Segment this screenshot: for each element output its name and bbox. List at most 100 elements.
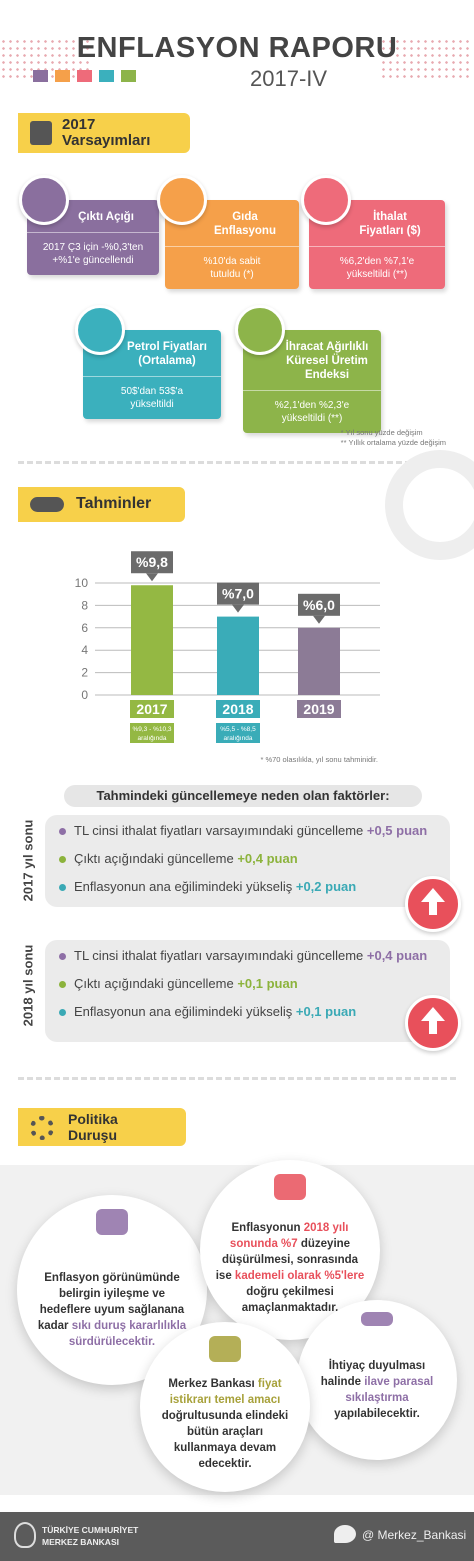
factor-item: Çıktı açığındaki güncelleme +0,1 puan (59, 976, 298, 991)
twitter-icon (334, 1525, 356, 1543)
section-banner: Tahminler (18, 487, 185, 522)
notes: * Yıl sonu yüzde değişim ** Yıllık ortal… (341, 428, 446, 448)
bubble-segment: Merkez Bankası (168, 1378, 258, 1390)
value-label: %9,8 (136, 554, 168, 570)
bar (217, 616, 259, 695)
factor-amount: +0,1 puan (295, 1004, 357, 1019)
card-icon (19, 175, 69, 225)
bubble-icon (209, 1336, 241, 1362)
card-icon (235, 305, 285, 355)
card-icon (157, 175, 207, 225)
value-callout (131, 551, 173, 574)
bubble-segment: Enflasyonun (231, 1222, 304, 1234)
bubble-segment: doğru çekilmesi amaçlanmaktadır. (241, 1286, 339, 1314)
bubble-text: İhtiyaç duyulması halinde ilave parasal … (312, 1338, 442, 1422)
factor-group: TL cinsi ithalat fiyatları varsayımındak… (45, 815, 450, 907)
card-icon (75, 305, 125, 355)
y-tick-label: 6 (81, 621, 88, 635)
bubble-segment: fiyat istikrarı temel amacı (169, 1378, 282, 1406)
card-title-line: Küresel Üretim Endeksi (286, 355, 368, 381)
policy-bubble: İhtiyaç duyulması halinde ilave parasal … (297, 1300, 457, 1460)
range-label: aralığında (138, 735, 167, 742)
arrow-stem (429, 1020, 437, 1034)
card-title-line: (Ortalama) (138, 355, 196, 367)
bubble-segment: 2018 yılı sonunda %7 (229, 1222, 349, 1250)
title-line: 2017 (62, 116, 96, 133)
bar (131, 585, 173, 695)
color-square (99, 70, 114, 82)
category-box (297, 700, 341, 718)
card-text-line: %10'da sabit (203, 256, 261, 267)
factors-title: Tahmindeki güncellemeye neden olan faktö… (64, 785, 422, 807)
section-banner: 2017 Varsayımları (18, 113, 190, 153)
factor-amount: +0,2 puan (295, 879, 357, 894)
bubble-text: Enflasyon görünümünde belirgin iyileşme … (37, 1230, 187, 1350)
y-tick-label: 2 (81, 666, 88, 680)
bubble-segment: kademeli olarak %5'lere (234, 1270, 365, 1282)
card-text-line: yükseltildi (130, 399, 174, 410)
card-text: 2017 Ç3 için -%0,3'ten +%1'e güncellendi (27, 232, 159, 275)
chart-note: * %70 olasılıkla, yıl sonu tahminidir. (260, 755, 378, 764)
card-title-line: Enflasyonu (214, 225, 276, 237)
card-text-line: 50$'dan 53$'a (120, 386, 184, 397)
footer: TÜRKİYE CUMHURİYET MERKEZ BANKASI @ Merk… (0, 1512, 474, 1561)
value-callout (217, 582, 259, 605)
arrow-shape (421, 1007, 445, 1021)
section-banner: Politika Duruşu (18, 1108, 186, 1146)
up-arrow (405, 876, 461, 932)
title-line: Duruşu (68, 1127, 117, 1143)
card-title-line: İhracat Ağırlıklı (285, 341, 369, 353)
card-title-line: İthalat (373, 211, 407, 223)
factor-text: Enflasyonun ana eğilimindeki yükseliş (74, 879, 293, 894)
value-callout-pointer (313, 615, 325, 624)
bubble-segment: doğrultusunda elindeki bütün araçları ku… (161, 1410, 289, 1470)
bubble-segment: Enflasyon görünümünde belirgin iyileşme … (37, 1272, 185, 1332)
card-text: %6,2'den %7,1'e yükseltildi (**) (309, 246, 445, 289)
factor-amount: +0,1 puan (237, 976, 298, 991)
range-box (130, 723, 174, 743)
dot-pattern (380, 38, 470, 78)
factor-text: TL cinsi ithalat fiyatları varsayımındak… (74, 823, 364, 838)
card-title: Petrol Fiyatları (Ortalama) (83, 330, 221, 376)
arrow-stem (429, 901, 437, 915)
factor-amount: +0,5 puan (366, 823, 428, 838)
bubble-segment: İhtiyaç duyulması halinde (320, 1360, 426, 1388)
factor-item: Enflasyonun ana eğilimindeki yükseliş +0… (59, 879, 356, 894)
range-label: aralığında (224, 735, 253, 742)
bullet (59, 1009, 66, 1017)
twitter-handle[interactable]: @ Merkez_Bankasi (362, 1528, 467, 1542)
calculator-icon (30, 121, 52, 145)
page-title: ENFLASYON RAPORU (76, 32, 398, 64)
value-callout-pointer (146, 573, 158, 582)
card-text-line: %2,1'den %2,3'e (274, 400, 350, 411)
binocular-icon (30, 497, 64, 512)
assumption-card: İthalat Fiyatları ($) %6,2'den %7,1'e yükse… (309, 200, 445, 289)
factor-text: Çıktı açığındaki güncelleme (74, 851, 234, 866)
factor-text: Enflasyonun ana eğilimindeki yükseliş (74, 1004, 293, 1019)
card-text-line: yükseltildi (**) (346, 269, 408, 280)
bubble-segment: sıkı duruş kararlılıkla sürdürülecektir. (68, 1320, 187, 1348)
range-box (216, 723, 260, 743)
factor-item: Çıktı açığındaki güncelleme +0,4 puan (59, 851, 298, 866)
card-text-line: +%1'e güncellendi (52, 255, 134, 266)
title-line: Politika (68, 1111, 118, 1127)
card-title-line: Petrol Fiyatları (127, 341, 207, 353)
card-text-line: 2017 Ç3 için -%0,3'ten (42, 242, 144, 253)
x-tick-label: 2019 (303, 701, 334, 717)
card-title-line: Fiyatları ($) (359, 225, 421, 237)
note: * Yıl sonu yüzde değişim (340, 428, 423, 437)
policy-bubble: Merkez Bankası fiyat istikrarı temel ama… (140, 1322, 310, 1492)
title-line: Varsayımları (62, 132, 151, 149)
category-box (130, 700, 174, 718)
gear-icon (30, 1116, 54, 1140)
bubble-text: Merkez Bankası fiyat istikrarı temel ama… (155, 1342, 295, 1472)
card-title-line: Çıktı Açığı (78, 211, 134, 223)
bubble-segment: düzeyine düşürülmesi, sonrasında ise (215, 1238, 359, 1282)
color-square (77, 70, 92, 82)
separator (18, 1077, 456, 1080)
card-title: Gıda Enflasyonu (165, 200, 299, 246)
page-subtitle: 2017-IV (250, 66, 328, 91)
arrow-shape (421, 888, 445, 902)
card-text-line: yükseltildi (**) (281, 413, 343, 424)
category-box (216, 700, 260, 718)
